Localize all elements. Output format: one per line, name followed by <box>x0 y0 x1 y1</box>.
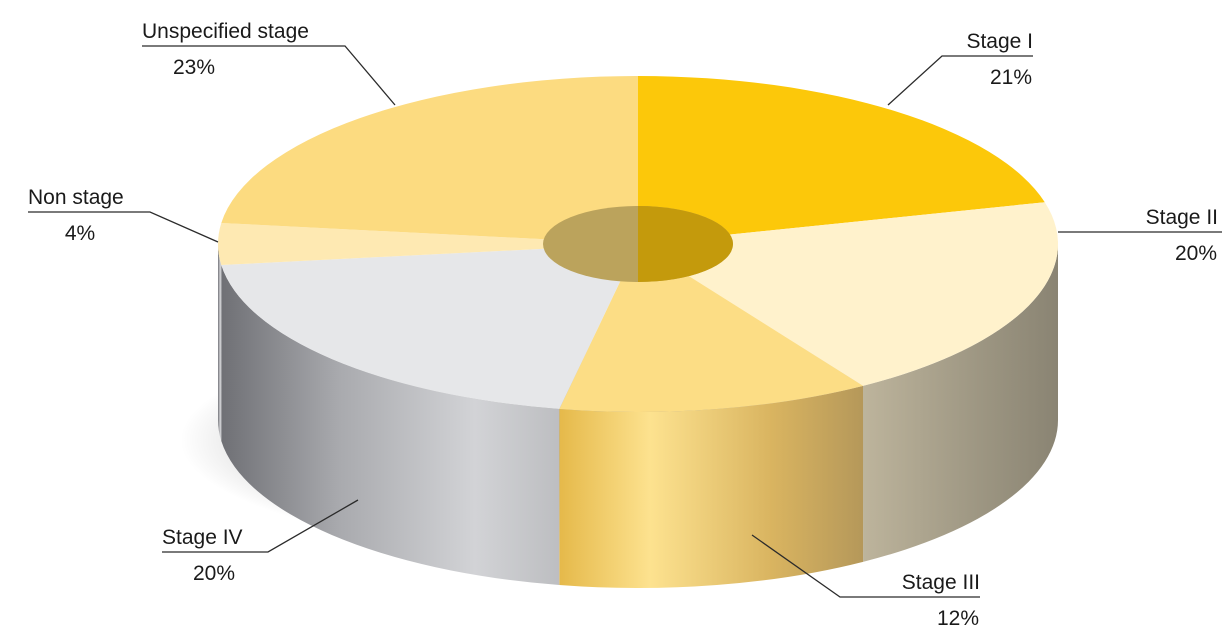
label-non-stage: Non stage <box>28 186 124 209</box>
side-stage-iv <box>221 265 560 586</box>
side-stage-ii <box>863 244 1058 562</box>
label-stage-iii: Stage III <box>902 571 980 594</box>
pie-slices <box>218 76 1058 412</box>
slice-labels: Stage I 21% Stage II 20% Stage III 12% Stage I… <box>28 20 1222 626</box>
value-stage-iv: 20% <box>193 562 235 585</box>
label-stage-ii: Stage II <box>1146 206 1218 229</box>
slice-stage-i <box>638 76 1045 244</box>
donut-hole <box>543 206 733 282</box>
slice-stage-ii <box>638 202 1058 386</box>
slice-non-stage <box>218 222 638 266</box>
value-stage-ii: 20% <box>1175 242 1217 265</box>
pie-sides <box>218 244 1058 588</box>
value-stage-iii: 12% <box>937 607 979 626</box>
value-non-stage: 4% <box>65 222 95 245</box>
leader-non-stage <box>28 211 219 243</box>
slice-stage-iii <box>559 244 864 412</box>
value-unspecified-stage: 23% <box>173 56 215 79</box>
label-stage-iv: Stage IV <box>162 526 243 549</box>
hole-right <box>638 206 733 282</box>
label-unspecified-stage: Unspecified stage <box>142 20 309 43</box>
label-stage-i: Stage I <box>966 30 1033 53</box>
slice-unspecified-stage <box>221 76 638 244</box>
side-non-stage <box>218 244 222 442</box>
slice-stage-iv <box>221 244 638 410</box>
side-stage-iii <box>559 385 864 588</box>
leader-stage-i <box>887 55 1033 106</box>
leader-unspecified-stage <box>142 45 396 106</box>
leader-stage-iii <box>751 534 980 598</box>
value-stage-i: 21% <box>990 66 1032 89</box>
leader-stage-iv <box>162 499 359 553</box>
